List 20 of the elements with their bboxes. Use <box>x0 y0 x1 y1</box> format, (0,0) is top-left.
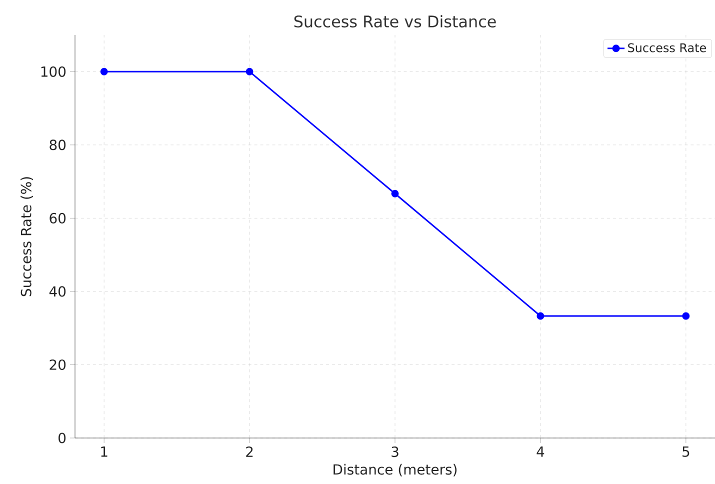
x-tick-label: 4 <box>536 446 544 457</box>
y-tick-label: 0 <box>58 432 66 444</box>
point <box>536 312 544 320</box>
y-axis-title: Success Rate (%) <box>20 177 34 296</box>
x-axis-title: Distance (meters) <box>334 464 457 476</box>
x-tick-label: 5 <box>682 446 690 457</box>
y-tick-label: 60 <box>50 212 66 224</box>
point <box>682 312 690 320</box>
legend-label: Success Rate <box>628 43 706 52</box>
x-tick-label: 1 <box>101 446 108 457</box>
y-tick-label: 20 <box>50 359 66 370</box>
x-tick-label: 3 <box>392 446 398 458</box>
point <box>391 190 399 198</box>
y-tick-label: 80 <box>50 140 66 150</box>
x-tick-label: 2 <box>246 446 253 457</box>
y-tick-label: 100 <box>41 66 66 77</box>
point <box>100 68 108 76</box>
y-tick-label: 40 <box>49 286 66 297</box>
chart-title: Success Rate vs Distance <box>294 15 496 28</box>
point <box>246 68 254 76</box>
